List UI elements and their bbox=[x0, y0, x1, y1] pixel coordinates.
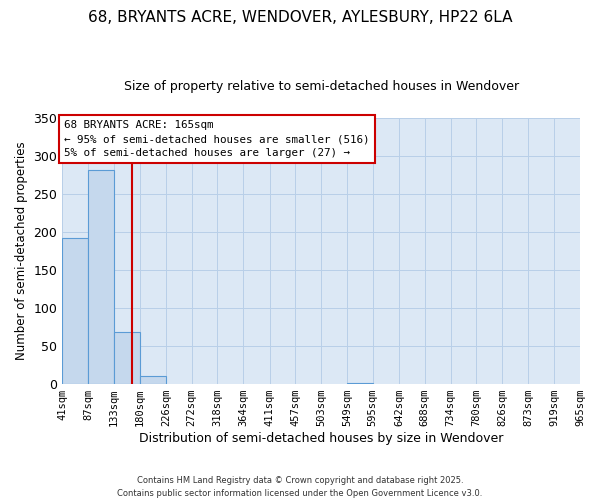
Text: 68, BRYANTS ACRE, WENDOVER, AYLESBURY, HP22 6LA: 68, BRYANTS ACRE, WENDOVER, AYLESBURY, H… bbox=[88, 10, 512, 25]
Bar bbox=[114, 332, 140, 384]
Text: Contains HM Land Registry data © Crown copyright and database right 2025.
Contai: Contains HM Land Registry data © Crown c… bbox=[118, 476, 482, 498]
Bar bbox=[140, 376, 166, 384]
Text: 68 BRYANTS ACRE: 165sqm
← 95% of semi-detached houses are smaller (516)
5% of se: 68 BRYANTS ACRE: 165sqm ← 95% of semi-de… bbox=[64, 120, 370, 158]
Bar bbox=[88, 170, 114, 384]
Bar bbox=[62, 238, 88, 384]
Title: Size of property relative to semi-detached houses in Wendover: Size of property relative to semi-detach… bbox=[124, 80, 519, 93]
Y-axis label: Number of semi-detached properties: Number of semi-detached properties bbox=[15, 142, 28, 360]
X-axis label: Distribution of semi-detached houses by size in Wendover: Distribution of semi-detached houses by … bbox=[139, 432, 503, 445]
